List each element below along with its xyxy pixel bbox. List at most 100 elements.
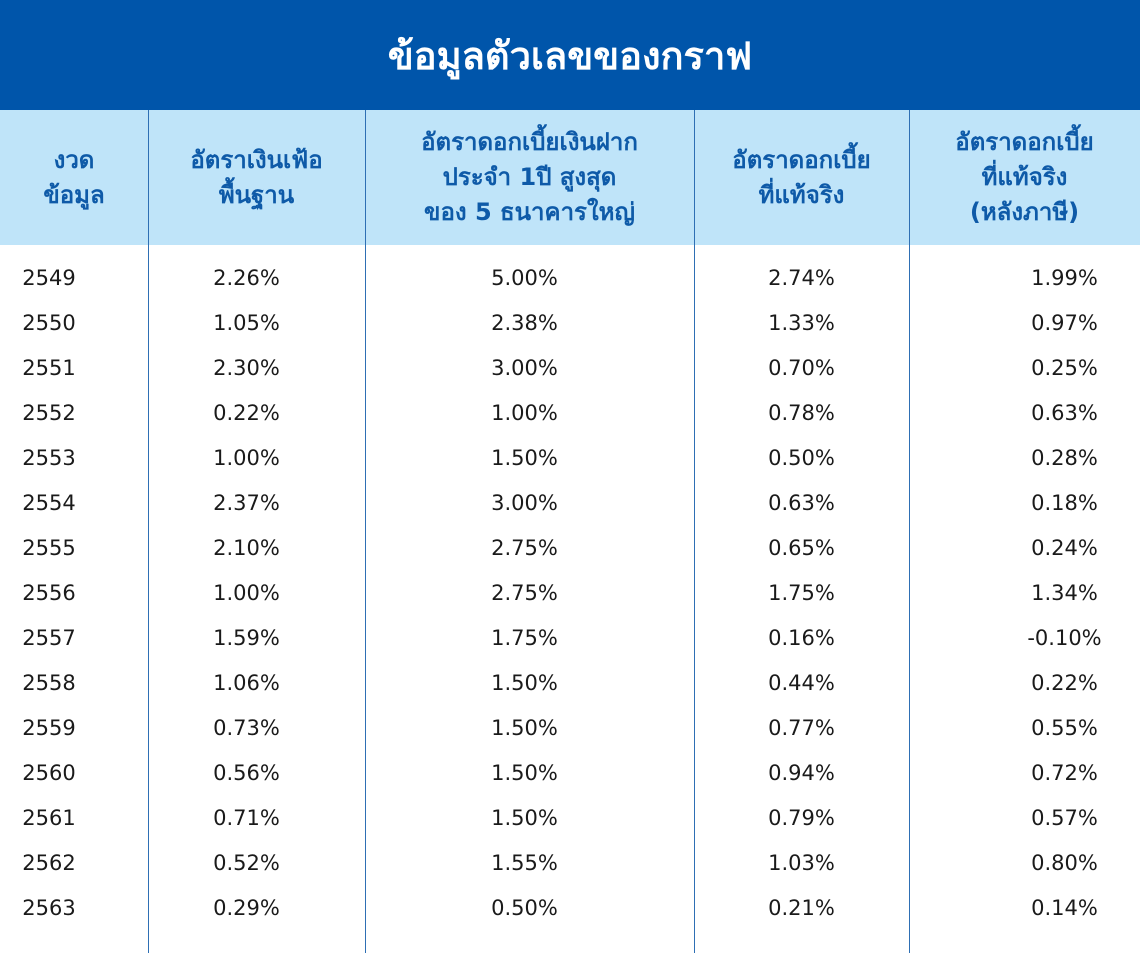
column-header-2: อัตราดอกเบี้ยเงินฝาก ประจำ 1ปี สูงสุด ขอ… xyxy=(365,110,694,245)
value-cell: 2.26% xyxy=(213,265,280,290)
column-header-label: อัตราดอกเบี้ยเงินฝาก ประจำ 1ปี สูงสุด ขอ… xyxy=(421,128,638,226)
column-header-label: อัตราดอกเบี้ย ที่แท้จริง xyxy=(732,145,871,209)
column-header-label: อัตราดอกเบี้ย ที่แท้จริง (หลังภาษี) xyxy=(955,128,1094,226)
value-cell: 0.25% xyxy=(1031,355,1098,380)
value-cell: 0.50% xyxy=(491,895,558,920)
value-cell: 0.71% xyxy=(213,805,280,830)
column-divider xyxy=(909,110,910,953)
value-cell: 1.33% xyxy=(768,310,835,335)
value-cell: 2.10% xyxy=(213,535,280,560)
table-row: 2561 0.71% 1.50% 0.79% 0.57% xyxy=(0,795,1140,840)
year-cell: 2562 xyxy=(22,850,76,875)
year-cell: 2557 xyxy=(22,625,76,650)
value-cell: 3.00% xyxy=(491,355,558,380)
value-cell: 0.65% xyxy=(768,535,835,560)
table-row: 2555 2.10% 2.75% 0.65% 0.24% xyxy=(0,525,1140,570)
value-cell: 1.00% xyxy=(213,580,280,605)
value-cell: 0.22% xyxy=(1031,670,1098,695)
value-cell: 2.30% xyxy=(213,355,280,380)
table-header-row: งวด ข้อมูล อัตราเงินเฟ้อ พื้นฐาน อัตราดอกเ… xyxy=(0,110,1140,245)
year-cell: 2551 xyxy=(22,355,76,380)
value-cell: 0.18% xyxy=(1031,490,1098,515)
year-cell: 2550 xyxy=(22,310,76,335)
year-cell: 2561 xyxy=(22,805,76,830)
table-row: 2557 1.59% 1.75% 0.16% -0.10% xyxy=(0,615,1140,660)
value-cell: 1.50% xyxy=(491,805,558,830)
value-cell: 1.50% xyxy=(491,760,558,785)
value-cell: 1.06% xyxy=(213,670,280,695)
value-cell: 0.70% xyxy=(768,355,835,380)
value-cell: 2.37% xyxy=(213,490,280,515)
value-cell: 0.57% xyxy=(1031,805,1098,830)
year-cell: 2556 xyxy=(22,580,76,605)
table-row: 2559 0.73% 1.50% 0.77% 0.55% xyxy=(0,705,1140,750)
value-cell: 0.72% xyxy=(1031,760,1098,785)
value-cell: 0.50% xyxy=(768,445,835,470)
year-cell: 2553 xyxy=(22,445,76,470)
year-cell: 2555 xyxy=(22,535,76,560)
value-cell: 0.16% xyxy=(768,625,835,650)
column-header-label: อัตราเงินเฟ้อ พื้นฐาน xyxy=(190,145,323,209)
value-cell: 0.63% xyxy=(768,490,835,515)
table-title: ข้อมูลตัวเลขของกราฟ xyxy=(0,0,1140,110)
column-header-4: อัตราดอกเบี้ย ที่แท้จริง (หลังภาษี) xyxy=(909,110,1140,245)
value-cell: 1.55% xyxy=(491,850,558,875)
table-row: 2550 1.05% 2.38% 1.33% 0.97% xyxy=(0,300,1140,345)
table-body: 2549 2.26% 5.00% 2.74% 1.99% 2550 1.05% 2.38% 1.… xyxy=(0,255,1140,930)
column-header-1: อัตราเงินเฟ้อ พื้นฐาน xyxy=(148,110,365,245)
value-cell: 1.05% xyxy=(213,310,280,335)
table-row: 2549 2.26% 5.00% 2.74% 1.99% xyxy=(0,255,1140,300)
value-cell: 0.80% xyxy=(1031,850,1098,875)
value-cell: 1.34% xyxy=(1031,580,1098,605)
value-cell: 0.77% xyxy=(768,715,835,740)
value-cell: 0.56% xyxy=(213,760,280,785)
value-cell: 2.75% xyxy=(491,535,558,560)
column-divider xyxy=(148,110,149,953)
table-row: 2558 1.06% 1.50% 0.44% 0.22% xyxy=(0,660,1140,705)
value-cell: 2.38% xyxy=(491,310,558,335)
table-row: 2563 0.29% 0.50% 0.21% 0.14% xyxy=(0,885,1140,930)
value-cell: 1.50% xyxy=(491,670,558,695)
value-cell: 0.78% xyxy=(768,400,835,425)
table-row: 2554 2.37% 3.00% 0.63% 0.18% xyxy=(0,480,1140,525)
column-header-0: งวด ข้อมูล xyxy=(0,110,148,245)
value-cell: 0.79% xyxy=(768,805,835,830)
year-cell: 2560 xyxy=(22,760,76,785)
value-cell: 2.74% xyxy=(768,265,835,290)
year-cell: 2549 xyxy=(22,265,76,290)
year-cell: 2554 xyxy=(22,490,76,515)
value-cell: 0.73% xyxy=(213,715,280,740)
value-cell: 1.00% xyxy=(213,445,280,470)
value-cell: 0.24% xyxy=(1031,535,1098,560)
column-header-3: อัตราดอกเบี้ย ที่แท้จริง xyxy=(694,110,909,245)
value-cell: 1.03% xyxy=(768,850,835,875)
table-row: 2556 1.00% 2.75% 1.75% 1.34% xyxy=(0,570,1140,615)
value-cell: 0.21% xyxy=(768,895,835,920)
value-cell: 5.00% xyxy=(491,265,558,290)
year-cell: 2563 xyxy=(22,895,76,920)
value-cell: 1.59% xyxy=(213,625,280,650)
value-cell: 0.63% xyxy=(1031,400,1098,425)
value-cell: 2.75% xyxy=(491,580,558,605)
value-cell: 0.97% xyxy=(1031,310,1098,335)
value-cell: 0.29% xyxy=(213,895,280,920)
value-cell: 0.55% xyxy=(1031,715,1098,740)
value-cell: -0.10% xyxy=(1027,625,1102,650)
table-row: 2560 0.56% 1.50% 0.94% 0.72% xyxy=(0,750,1140,795)
value-cell: 3.00% xyxy=(491,490,558,515)
value-cell: 0.44% xyxy=(768,670,835,695)
year-cell: 2552 xyxy=(22,400,76,425)
value-cell: 1.50% xyxy=(491,445,558,470)
column-header-label: งวด ข้อมูล xyxy=(43,145,105,209)
value-cell: 0.94% xyxy=(768,760,835,785)
table-row: 2553 1.00% 1.50% 0.50% 0.28% xyxy=(0,435,1140,480)
value-cell: 0.14% xyxy=(1031,895,1098,920)
value-cell: 1.00% xyxy=(491,400,558,425)
table-row: 2552 0.22% 1.00% 0.78% 0.63% xyxy=(0,390,1140,435)
column-divider xyxy=(694,110,695,953)
value-cell: 0.22% xyxy=(213,400,280,425)
table-row: 2551 2.30% 3.00% 0.70% 0.25% xyxy=(0,345,1140,390)
table-row: 2562 0.52% 1.55% 1.03% 0.80% xyxy=(0,840,1140,885)
value-cell: 1.50% xyxy=(491,715,558,740)
